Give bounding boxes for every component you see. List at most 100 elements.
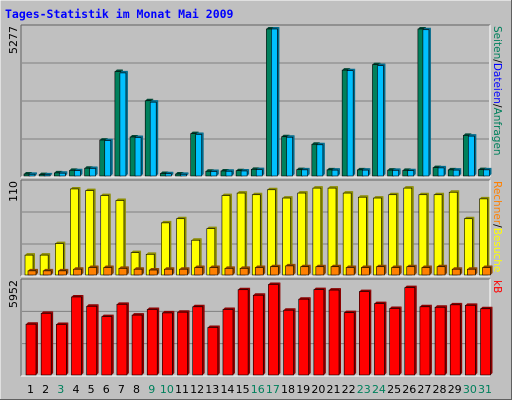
bar-besuche-day-11 [176, 216, 187, 276]
bar-dateien-day-11 [180, 172, 189, 177]
bar-dateien-day-14 [225, 169, 234, 177]
x-tick-label: 8 [133, 383, 140, 396]
bar-rechner-day-29 [451, 267, 463, 276]
bar-rechner-day-26 [406, 264, 417, 276]
x-tick-label: 22 [342, 383, 356, 396]
x-tick-label: 20 [311, 383, 325, 396]
bar-rechner-day-25 [391, 265, 402, 276]
x-tick-label: 18 [281, 383, 295, 396]
bar-rechner-day-31 [482, 265, 493, 276]
bar-rechner-day-1 [27, 268, 38, 276]
bar-dateien-day-12 [195, 132, 204, 177]
bar-besuche-day-31 [479, 196, 490, 276]
bar-dateien-day-23 [361, 168, 371, 177]
bar-kb-day-14 [222, 307, 235, 376]
x-tick-label: 19 [296, 383, 310, 396]
y-max-label: 5952 [7, 280, 20, 308]
x-tick-label: 7 [118, 383, 125, 396]
bar-rechner-day-24 [376, 264, 387, 276]
bar-dateien-day-3 [58, 171, 68, 177]
x-tick-label: 10 [160, 383, 174, 396]
bar-rechner-day-10 [164, 267, 175, 276]
bar-besuche-day-3 [54, 241, 66, 276]
bar-rechner-day-22 [345, 265, 357, 276]
bar-besuche-day-26 [403, 186, 414, 276]
bar-kb-day-29 [449, 302, 463, 376]
bar-dateien-day-22 [346, 68, 356, 177]
bar-dateien-day-10 [165, 171, 174, 177]
series-legend-label: Seiten/Dateien/Anfragen [491, 26, 503, 156]
x-tick-label: 21 [327, 383, 341, 396]
bar-kb-day-20 [313, 287, 326, 376]
bar-dateien-day-9 [149, 100, 159, 177]
bar-besuche-day-21 [327, 186, 338, 276]
bar-rechner-day-12 [194, 265, 205, 276]
bar-dateien-day-13 [210, 169, 219, 177]
bar-besuche-day-6 [100, 193, 111, 276]
bar-besuche-day-16 [251, 192, 263, 276]
bar-kb-day-5 [86, 304, 99, 376]
bar-rechner-day-27 [421, 265, 432, 276]
x-tick-label: 3 [57, 383, 64, 396]
legend-segment: Dateien [491, 63, 503, 104]
bar-besuche-day-14 [221, 193, 232, 276]
bar-dateien-day-31 [483, 167, 492, 177]
bar-dateien-day-21 [331, 168, 340, 177]
x-tick-label: 16 [251, 383, 265, 396]
bar-kb-day-19 [298, 297, 311, 376]
x-tick-label: 5 [88, 383, 95, 396]
bar-kb-day-26 [404, 285, 417, 376]
bar-besuche-day-10 [161, 220, 172, 276]
bar-kb-day-1 [25, 322, 38, 376]
x-tick-label: 12 [190, 383, 204, 396]
bar-kb-day-11 [177, 310, 190, 376]
bar-dateien-day-5 [89, 166, 98, 177]
bar-rechner-day-20 [315, 264, 326, 276]
bar-besuche-day-13 [206, 226, 217, 276]
bar-rechner-day-13 [209, 265, 220, 276]
bar-kb-day-30 [465, 303, 478, 376]
bar-dateien-day-30 [468, 134, 477, 177]
x-tick-label: 29 [448, 383, 462, 396]
bar-dateien-day-28 [437, 165, 447, 177]
legend-segment: / [491, 59, 503, 63]
x-tick-label: 17 [266, 383, 280, 396]
bar-dateien-day-20 [316, 142, 325, 177]
y-max-label: 5277 [7, 26, 20, 54]
bar-kb-day-7 [116, 302, 129, 376]
bar-rechner-day-4 [73, 267, 84, 276]
chart-title: Tages-Statistik im Monat Mai 2009 [5, 7, 234, 21]
bar-kb-day-2 [40, 311, 54, 376]
bar-kb-day-23 [358, 289, 372, 376]
bar-dateien-day-24 [377, 63, 386, 177]
bar-kb-day-12 [192, 304, 205, 376]
x-tick-label: 25 [387, 383, 401, 396]
bar-dateien-day-16 [255, 167, 265, 177]
bar-kb-day-31 [480, 306, 493, 376]
bar-besuche-day-24 [373, 196, 384, 276]
bar-kb-day-24 [374, 301, 387, 376]
panel-3: 5952 kB [7, 278, 503, 377]
x-tick-label: 4 [72, 383, 79, 396]
x-tick-label: 13 [205, 383, 219, 396]
bar-rechner-day-16 [254, 265, 266, 276]
bar-rechner-day-23 [360, 265, 372, 276]
bar-kb-day-27 [419, 304, 432, 376]
bar-dateien-day-27 [422, 27, 431, 177]
bar-rechner-day-7 [118, 266, 129, 276]
bar-rechner-day-17 [270, 264, 281, 276]
bar-rechner-day-19 [300, 264, 311, 276]
legend-segment: / [491, 224, 503, 228]
bar-dateien-day-2 [43, 172, 53, 177]
bar-besuche-day-18 [282, 196, 293, 276]
bar-dateien-day-29 [452, 168, 462, 177]
x-tick-label: 1 [27, 383, 34, 396]
bar-dateien-day-15 [240, 168, 250, 177]
bar-kb-day-3 [55, 322, 69, 376]
bar-besuche-day-23 [357, 195, 369, 276]
bar-rechner-day-18 [285, 263, 296, 276]
legend-segment: Besuche [491, 228, 503, 273]
legend-segment: / [491, 104, 503, 108]
bar-rechner-day-3 [57, 268, 69, 276]
bar-dateien-day-25 [392, 168, 401, 177]
